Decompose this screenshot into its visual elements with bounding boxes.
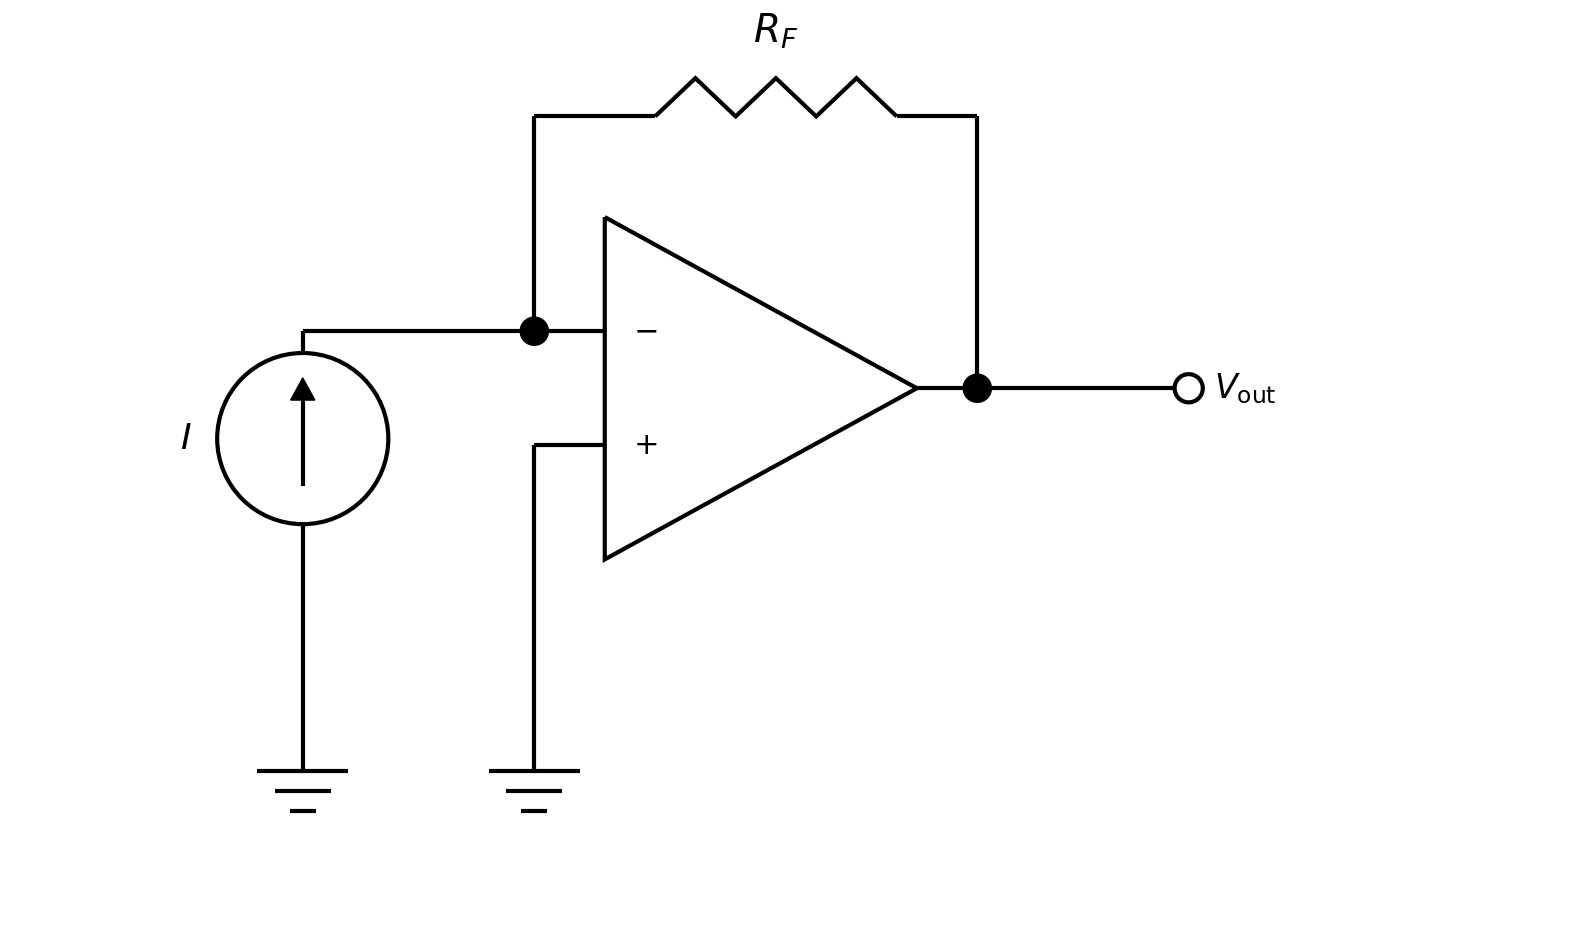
Text: $I$: $I$	[181, 421, 192, 456]
Text: $-$: $-$	[634, 316, 657, 346]
Circle shape	[520, 317, 549, 345]
Text: $R_F$: $R_F$	[753, 12, 799, 51]
Text: $+$: $+$	[634, 430, 657, 461]
Circle shape	[964, 374, 992, 402]
Polygon shape	[291, 378, 314, 400]
Text: $V_{\mathrm{out}}$: $V_{\mathrm{out}}$	[1214, 371, 1276, 406]
Circle shape	[1174, 374, 1203, 402]
